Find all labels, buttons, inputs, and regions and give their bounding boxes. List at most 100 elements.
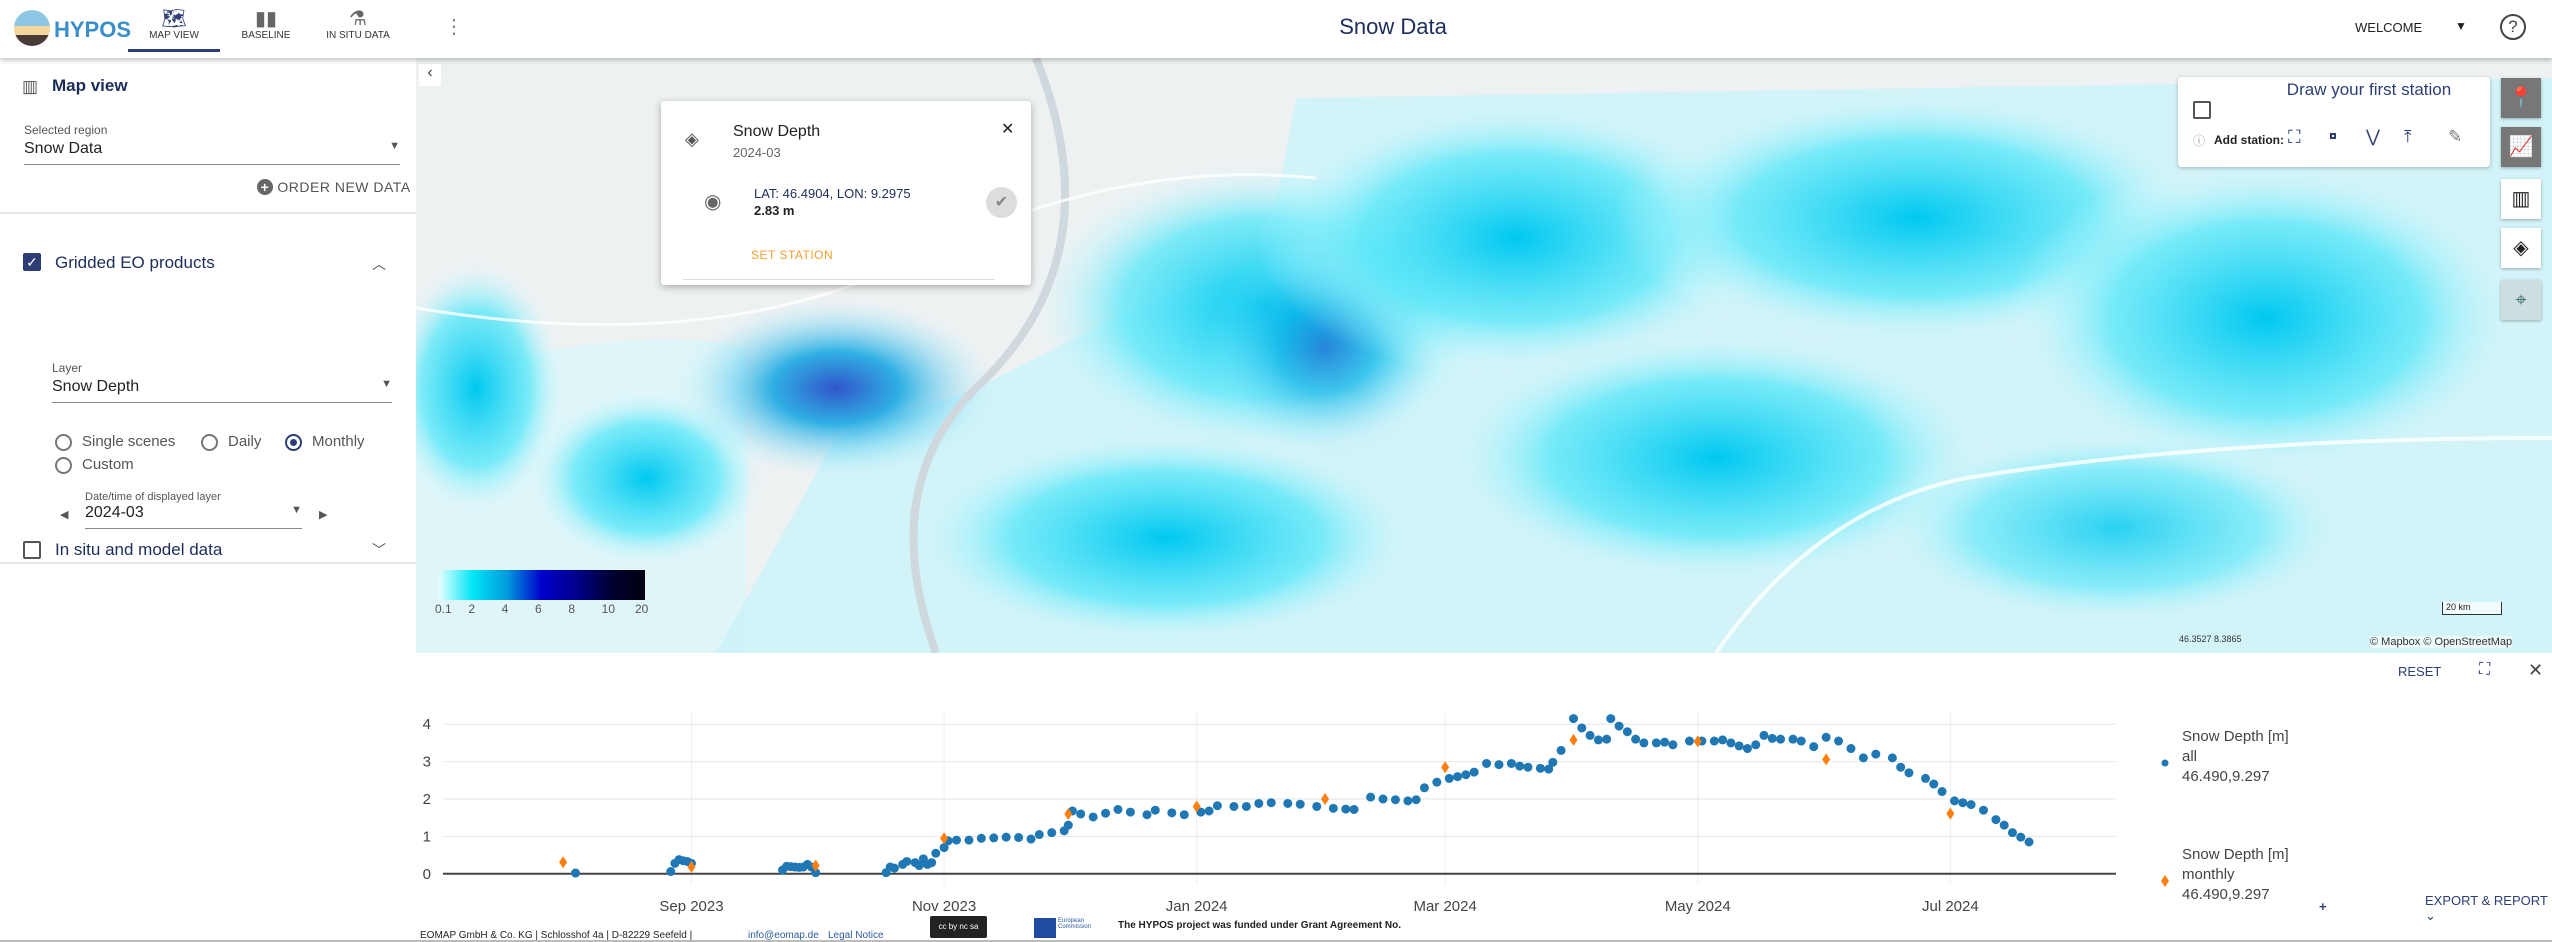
insitu-label: In situ and model data	[55, 540, 223, 559]
close-icon[interactable]: ✕	[1001, 121, 1015, 138]
reset-button[interactable]: RESET	[2398, 664, 2442, 679]
set-station-button[interactable]: SET STATION	[751, 248, 834, 262]
daily-data-point	[1047, 828, 1057, 838]
legend-label: all	[2182, 748, 2197, 765]
colorbar-tick-label: 2	[468, 602, 476, 616]
legend-label: Snow Depth [m]	[2182, 846, 2289, 863]
daily-data-point	[902, 856, 912, 866]
date-select[interactable]: 2024-03 ▼	[85, 504, 302, 529]
colorbar-tick-label: 10	[601, 602, 616, 616]
scale-bar: 20 km	[2442, 602, 2502, 615]
add-station-label: Add station:	[2214, 133, 2284, 147]
radio-label: Custom	[82, 456, 134, 473]
daily-data-point	[1767, 733, 1777, 743]
daily-data-point	[1606, 714, 1616, 724]
email-link[interactable]: info@eomap.de	[748, 930, 819, 941]
layer-select[interactable]: Snow Depth ▼	[52, 378, 392, 403]
upload-icon[interactable]: ⤒	[2404, 127, 2412, 146]
legal-notice-link[interactable]: Legal Notice	[828, 930, 884, 941]
daily-data-point	[1142, 810, 1152, 820]
flask-icon: ⚗	[349, 8, 367, 30]
station-marker-button[interactable]: 📍	[2501, 78, 2541, 118]
draw-line-icon[interactable]: ⋁	[2366, 127, 2380, 146]
monthly-data-point	[687, 861, 696, 874]
draw-point-icon[interactable]	[2330, 133, 2336, 139]
daily-data-point	[1001, 832, 1011, 842]
confirm-check-button[interactable]: ✔	[986, 187, 1017, 218]
snow-depth-chart[interactable]: Sep 2023 Nov 2023 Jan 2024 Mar 2024 May 2024…	[416, 653, 2552, 930]
daily-data-point	[1444, 773, 1454, 783]
legend-label: monthly	[2182, 866, 2235, 883]
daily-data-point	[1593, 735, 1603, 745]
daily-data-point	[1063, 820, 1073, 830]
previous-date-icon[interactable]: ◀	[60, 509, 69, 521]
daily-data-point	[1622, 727, 1632, 737]
station-checkbox[interactable]	[2193, 101, 2211, 119]
daily-data-point	[1167, 808, 1177, 818]
edit-line-icon[interactable]: ✎	[2448, 127, 2463, 146]
export-report-button[interactable]: EXPORT & REPORT ⌄	[2425, 893, 2552, 924]
map-canvas[interactable]: ‹ ◈ Snow Depth 2024-03 ✕ ◉ LAT: 46.4904,…	[416, 58, 2552, 653]
next-date-icon[interactable]: ▶	[319, 509, 328, 521]
collapse-sidebar-button[interactable]: ‹	[419, 64, 441, 86]
daily-data-point	[666, 867, 676, 877]
daily-data-point	[1453, 772, 1463, 782]
region-select[interactable]: Snow Data ▼	[24, 140, 400, 165]
y-tick-label: 4	[423, 716, 431, 733]
radio-daily[interactable]: Daily	[201, 433, 261, 451]
daily-data-point	[1014, 833, 1024, 843]
close-chart-icon[interactable]: ✕	[2528, 660, 2544, 680]
monthly-data-point	[811, 859, 820, 872]
legend-label: 46.490,9.297	[2182, 886, 2270, 903]
x-tick-label: Mar 2024	[1413, 898, 1476, 915]
chevron-up-icon[interactable]: ︿	[372, 256, 386, 272]
fullscreen-icon[interactable]: ⛶	[2479, 661, 2491, 678]
chevron-down-icon[interactable]: ▼	[2455, 19, 2467, 33]
daily-data-point	[1034, 830, 1044, 840]
help-icon[interactable]: ?	[2500, 14, 2526, 40]
daily-data-point	[1366, 792, 1376, 802]
daily-data-point	[1204, 806, 1214, 816]
colorbar-tick-label: 20	[635, 602, 649, 616]
daily-data-point	[1809, 742, 1819, 752]
map-view-icon: ▥	[22, 77, 39, 96]
locate-button[interactable]: ⌖	[2501, 280, 2541, 320]
order-new-data-button[interactable]: + ORDER NEW DATA	[257, 179, 411, 195]
add-icon[interactable]: +	[2319, 899, 2327, 914]
chevron-down-icon[interactable]: ﹀	[372, 542, 386, 558]
legend-marker	[2161, 759, 2169, 767]
daily-data-point	[1482, 758, 1492, 768]
hypos-logo[interactable]	[14, 10, 50, 46]
x-tick-label: Sep 2023	[659, 898, 723, 915]
radio-custom[interactable]: Custom	[55, 456, 134, 474]
layers-button[interactable]: ◈	[2501, 228, 2541, 268]
tab-baseline[interactable]: ▮▮ BASELINE	[220, 0, 312, 52]
daily-data-point	[1556, 745, 1566, 755]
daily-data-point	[1283, 798, 1293, 808]
insitu-checkbox[interactable]	[23, 541, 41, 559]
map-attribution[interactable]: © Mapbox © OpenStreetMap	[2370, 636, 2513, 648]
footer: EOMAP GmbH & Co. KG | Schlosshof 4a | D-…	[0, 916, 2552, 942]
daily-data-point	[1212, 801, 1222, 811]
chart-toggle-button[interactable]: 📈	[2501, 127, 2541, 167]
radio-label: Daily	[228, 433, 262, 450]
radio-monthly[interactable]: Monthly	[285, 433, 365, 451]
radio-single-scenes[interactable]: Single scenes	[55, 433, 175, 451]
popup-title: Snow Depth	[733, 123, 821, 140]
draw-polygon-icon[interactable]: ⛶	[2288, 127, 2301, 147]
daily-data-point	[1949, 796, 1959, 806]
tab-map-view[interactable]: 🗺 MAP VIEW	[128, 0, 220, 52]
monthly-data-point	[559, 856, 568, 869]
chevron-down-icon: ⌄	[2425, 908, 2436, 923]
gridded-checkbox[interactable]: ✓	[23, 253, 41, 271]
y-tick-label: 3	[423, 754, 431, 771]
basemap-button[interactable]: ▥	[2501, 179, 2541, 219]
welcome-menu[interactable]: WELCOME	[2355, 20, 2423, 35]
app-header: HYPOS 🗺 MAP VIEW ▮▮ BASELINE ⚗ IN SITU DATA…	[0, 0, 2552, 58]
more-menu-icon[interactable]: ⋮	[444, 16, 464, 38]
daily-data-point	[1341, 804, 1351, 814]
tab-in-situ-data[interactable]: ⚗ IN SITU DATA	[312, 0, 404, 52]
monthly-data-point	[1569, 733, 1578, 746]
daily-data-point	[914, 861, 924, 871]
daily-data-point	[1101, 808, 1111, 818]
